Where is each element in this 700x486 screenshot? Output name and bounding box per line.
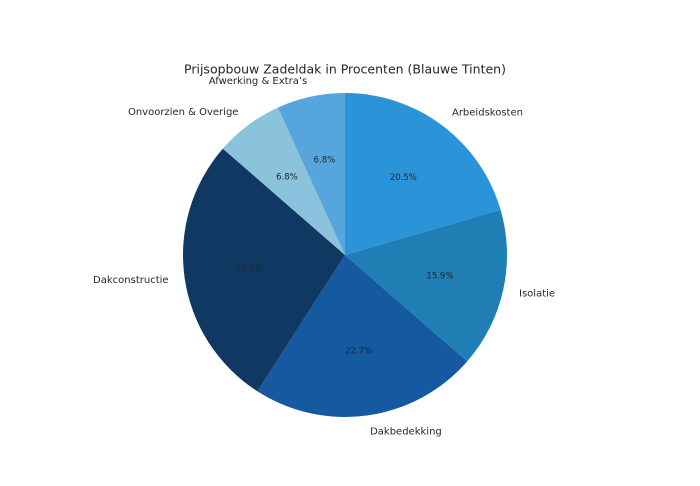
value-label: 6.8% <box>276 173 298 183</box>
pie-slice <box>277 93 345 255</box>
value-label: 20.5% <box>390 173 417 183</box>
pie-slice <box>345 209 507 362</box>
value-label: 22.7% <box>345 347 372 357</box>
slice-label: Isolatie <box>519 288 555 299</box>
value-label: 27.3% <box>235 264 262 274</box>
slice-label: Dakconstructie <box>93 275 169 286</box>
slice-label: Afwerking & Extra’s <box>209 76 307 87</box>
chart-title: Prijsopbouw Zadeldak in Procenten (Blauw… <box>184 62 506 77</box>
value-label: 6.8% <box>314 156 336 166</box>
pie-slice <box>257 255 468 417</box>
slice-label: Dakbedekking <box>370 426 442 437</box>
pie-slice <box>222 107 345 255</box>
pie-slice <box>345 93 501 255</box>
slice-label: Arbeidskosten <box>452 107 523 118</box>
pie-slice <box>183 148 345 392</box>
slice-label: Onvoorzien & Overige <box>128 107 238 118</box>
value-label: 15.9% <box>426 271 453 281</box>
